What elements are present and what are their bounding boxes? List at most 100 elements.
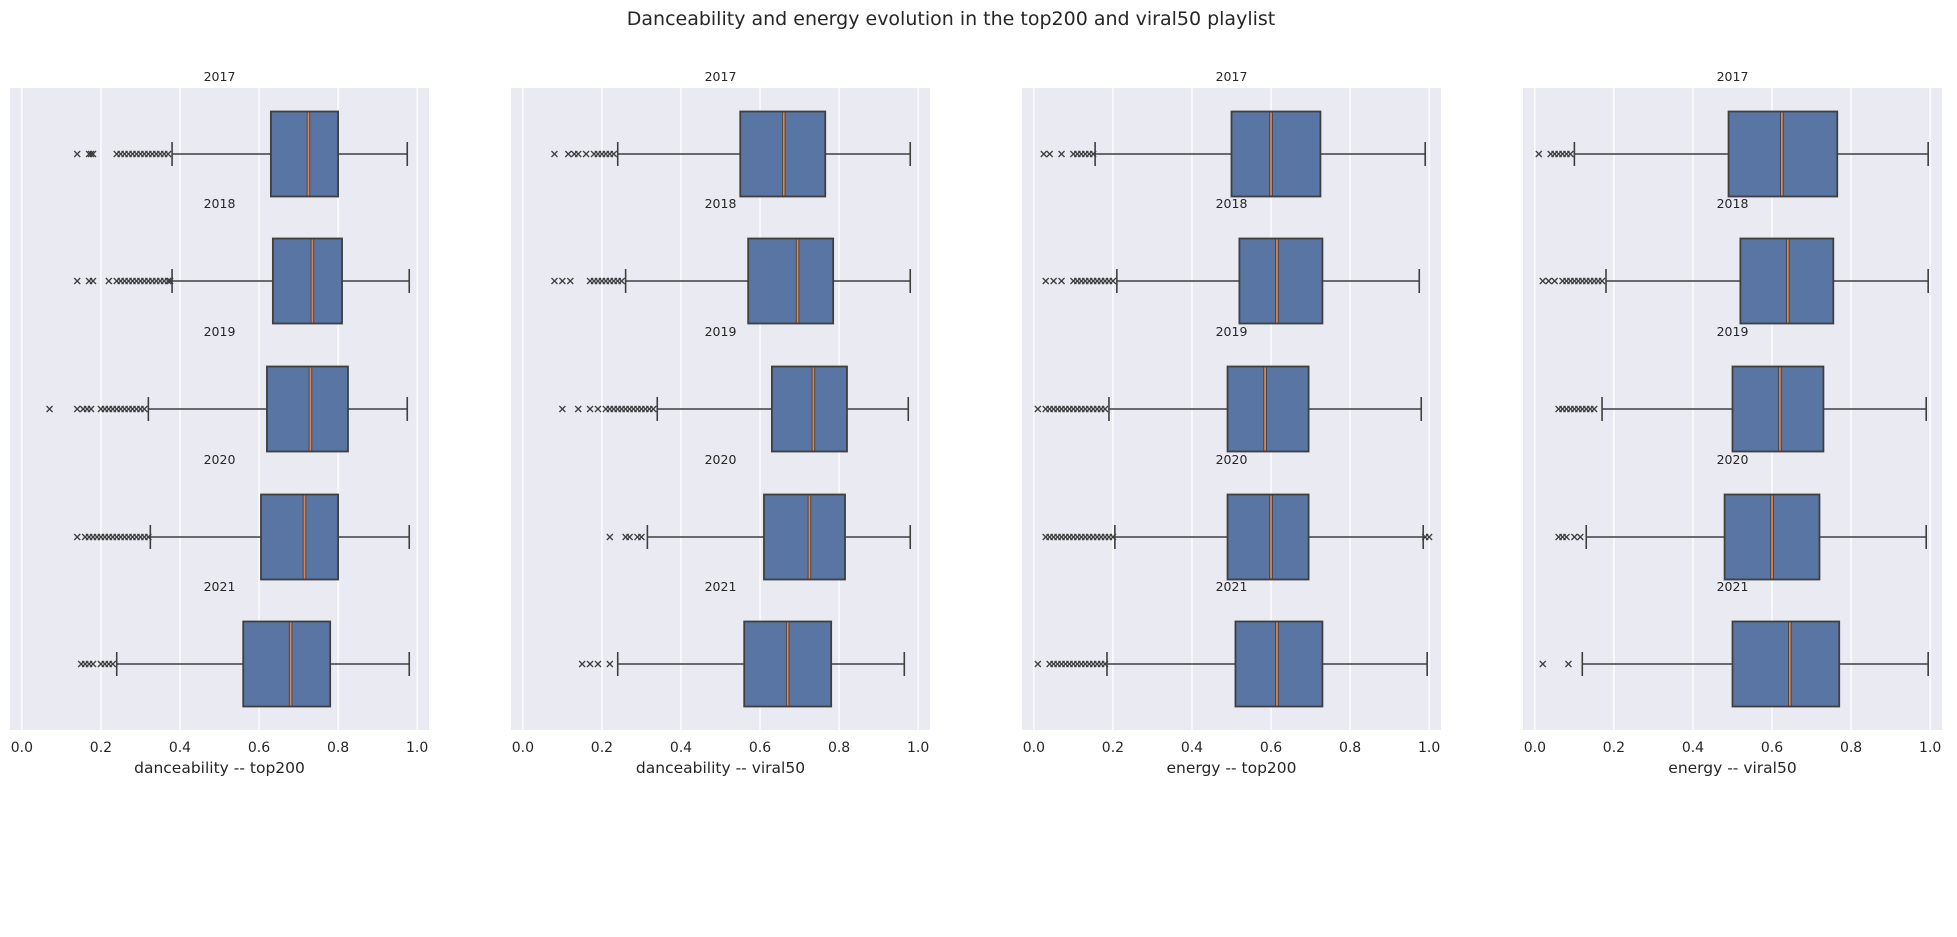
outlier-marker <box>558 277 566 285</box>
outlier-marker <box>582 150 590 158</box>
outlier-marker <box>87 405 95 413</box>
iqr-box <box>1234 620 1324 708</box>
outlier-marker <box>1089 150 1097 158</box>
x-tick-label: 0.6 <box>248 740 270 756</box>
outlier-marker <box>109 660 117 668</box>
panel-title: 2021 <box>204 579 236 594</box>
outlier-marker <box>46 405 53 413</box>
panel-title: 2019 <box>1717 324 1749 339</box>
iqr-box <box>1226 493 1310 581</box>
x-tick-label: 0.0 <box>1524 740 1546 756</box>
outlier-marker <box>594 660 602 668</box>
x-tick-label: 0.4 <box>169 740 191 756</box>
x-tick-label: 0.2 <box>1102 740 1124 756</box>
outlier-marker <box>606 660 614 668</box>
outlier-marker <box>1563 533 1570 541</box>
panel-danceability-top200-2018: 2018 <box>10 196 429 347</box>
panel-energy-top200-2017: 2017 <box>1022 69 1441 220</box>
iqr-box <box>1731 620 1841 708</box>
outlier-marker <box>1545 277 1553 285</box>
outlier-marker <box>626 533 634 541</box>
outlier-marker <box>1042 277 1050 285</box>
panel-danceability-top200-2017: 2017 <box>10 69 429 220</box>
outlier-marker <box>73 533 81 541</box>
outlier-marker <box>1101 405 1109 413</box>
x-tick-label: 0.2 <box>591 740 613 756</box>
outlier-marker <box>564 150 572 158</box>
outlier-marker <box>1551 277 1559 285</box>
outlier-marker <box>1564 660 1572 668</box>
panel-danceability-viral50-2021: 2021 <box>511 579 930 730</box>
outlier-marker <box>1109 277 1117 285</box>
panel-energy-top200-2020: 2020 <box>1022 452 1441 603</box>
panel-danceability-top200-2020: 2020 <box>10 452 429 603</box>
box-plot-grid: 2017 2018 2019 2020 2021 0.0 0.2 0.4 0.6 0.8 1.0 da… <box>10 69 1942 777</box>
outlier-marker <box>610 150 618 158</box>
outlier-marker <box>574 405 582 413</box>
outlier-marker <box>166 277 174 285</box>
outlier-marker <box>73 405 81 413</box>
outlier-marker <box>594 405 602 413</box>
panel-title: 2018 <box>1216 196 1248 211</box>
panel-danceability-viral50-2018: 2018 <box>511 196 930 347</box>
outlier-marker <box>1058 277 1065 285</box>
x-tick-label: 1.0 <box>1418 740 1440 756</box>
outlier-marker <box>1570 533 1578 541</box>
outlier-marker <box>1046 150 1054 158</box>
outlier-marker <box>1101 660 1109 668</box>
outlier-marker <box>164 150 172 158</box>
panel-title: 2021 <box>1216 579 1248 594</box>
iqr-box <box>1731 365 1825 453</box>
outlier-marker <box>1034 660 1042 668</box>
outlier-marker <box>574 150 582 158</box>
outlier-marker <box>551 150 558 158</box>
outlier-marker <box>87 150 95 158</box>
outlier-marker <box>89 150 97 158</box>
panel-title: 2017 <box>1717 69 1749 84</box>
panel-energy-viral50-2017: 2017 <box>1523 69 1942 220</box>
x-tick-label: 1.0 <box>1919 740 1941 756</box>
x-tick-label: 0.6 <box>1761 740 1783 756</box>
iqr-box <box>747 237 835 325</box>
panel-title: 2021 <box>705 579 737 594</box>
x-tick-label: 0.0 <box>1023 740 1045 756</box>
panel-title: 2017 <box>1216 69 1248 84</box>
x-tick-label: 0.4 <box>1181 740 1203 756</box>
outlier-marker <box>73 150 81 158</box>
outlier-marker <box>164 277 172 285</box>
outlier-marker <box>1590 405 1598 413</box>
x-tick-label: 0.6 <box>749 740 771 756</box>
panel-energy-top200-2018: 2018 <box>1022 196 1441 347</box>
panel-title: 2020 <box>1216 452 1248 467</box>
x-tick-label: 0.8 <box>327 740 349 756</box>
outlier-marker <box>1050 277 1058 285</box>
iqr-box <box>763 493 846 581</box>
panel-title: 2021 <box>1717 579 1749 594</box>
outlier-marker <box>1539 660 1547 668</box>
outlier-marker <box>578 660 586 668</box>
panel-danceability-top200-2019: 2019 <box>10 324 429 475</box>
outlier-marker <box>73 277 81 285</box>
panel-title: 2020 <box>1717 452 1749 467</box>
x-tick-label: 0.0 <box>11 740 33 756</box>
panel-title: 2019 <box>1216 324 1248 339</box>
iqr-box <box>242 620 332 708</box>
outlier-marker <box>1058 150 1065 158</box>
outlier-marker <box>144 533 152 541</box>
outlier-marker <box>1034 405 1042 413</box>
x-tick-label: 0.2 <box>90 740 112 756</box>
outlier-marker <box>1109 533 1117 541</box>
x-axis-label: danceability -- top200 <box>134 759 305 777</box>
iqr-box <box>1230 110 1322 198</box>
x-tick-label: 0.2 <box>1603 740 1625 756</box>
iqr-box <box>1238 237 1324 325</box>
iqr-box <box>1226 365 1310 453</box>
outlier-marker <box>140 405 148 413</box>
x-tick-label: 1.0 <box>406 740 428 756</box>
iqr-box <box>266 365 349 453</box>
outlier-marker <box>649 405 657 413</box>
panel-energy-viral50-2019: 2019 <box>1523 324 1942 475</box>
outlier-marker <box>1576 533 1584 541</box>
outlier-marker <box>89 277 97 285</box>
